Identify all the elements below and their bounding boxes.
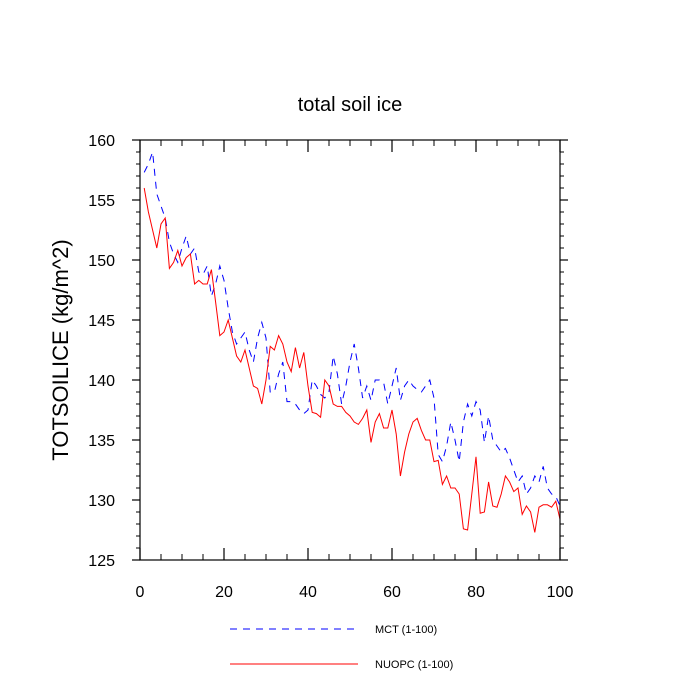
- y-tick-label: 135: [88, 433, 115, 450]
- x-tick-label: 80: [467, 584, 485, 601]
- x-tick-label: 0: [136, 584, 145, 601]
- x-tick-label: 40: [299, 584, 317, 601]
- ticks-layer: [132, 139, 568, 561]
- plot-frame: [139, 139, 561, 561]
- y-tick-label: 130: [88, 493, 115, 510]
- y-tick-label: 160: [88, 133, 115, 150]
- x-tick-label: 20: [215, 584, 233, 601]
- series-line-mct: [143, 151, 561, 507]
- y-axis-label: TOTSOILICE (kg/m^2): [48, 239, 73, 460]
- series-layer: [143, 151, 561, 533]
- y-tick-label: 145: [88, 313, 115, 330]
- chart-title: total soil ice: [298, 94, 403, 116]
- x-tick-label: 60: [383, 584, 401, 601]
- y-tick-label: 150: [88, 253, 115, 270]
- y-tick-label: 140: [88, 373, 115, 390]
- legend-label: MCT (1-100): [375, 624, 437, 636]
- legend: MCT (1-100) NUOPC (1-100): [230, 624, 453, 671]
- tick-labels: 0 20 40 60 80 100 125 130 135 140 145 150 155 160: [88, 133, 573, 601]
- legend-label: NUOPC (1-100): [375, 659, 453, 671]
- x-tick-label: 100: [547, 584, 574, 601]
- y-tick-label: 125: [88, 553, 115, 570]
- y-tick-label: 155: [88, 193, 115, 210]
- series-line-nuopc: [143, 187, 561, 533]
